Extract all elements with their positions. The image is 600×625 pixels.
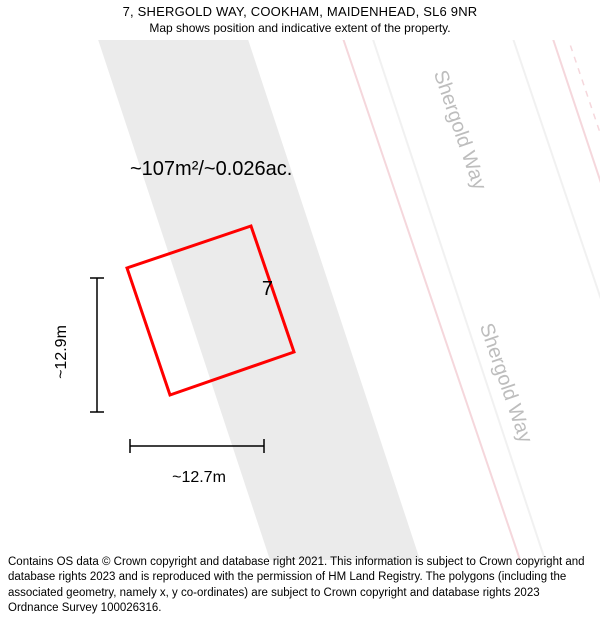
dimension-vertical-label: ~12.9m [53, 325, 70, 379]
property-number: 7 [262, 278, 273, 300]
page-title: 7, SHERGOLD WAY, COOKHAM, MAIDENHEAD, SL… [0, 4, 600, 19]
page-root: 7, SHERGOLD WAY, COOKHAM, MAIDENHEAD, SL… [0, 0, 600, 625]
map-area: Shergold Way Shergold Way 7 ~107m²/~0.02… [0, 40, 600, 560]
header: 7, SHERGOLD WAY, COOKHAM, MAIDENHEAD, SL… [0, 4, 600, 35]
map-svg: Shergold Way Shergold Way 7 ~107m²/~0.02… [0, 40, 600, 560]
footer-copyright: Contains OS data © Crown copyright and d… [8, 555, 592, 617]
dimension-horizontal-label: ~12.7m [172, 469, 226, 486]
page-subtitle: Map shows position and indicative extent… [0, 21, 600, 35]
area-label: ~107m²/~0.026ac. [130, 158, 292, 180]
